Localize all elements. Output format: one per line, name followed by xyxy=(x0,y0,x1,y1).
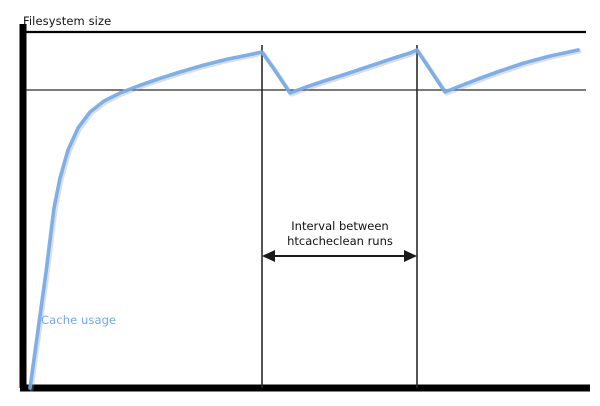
interval-label-line-1: Interval between xyxy=(291,219,389,233)
interval-arrow-head-right xyxy=(404,250,417,262)
interval-label-line-2: htcacheclean runs xyxy=(287,234,393,248)
cache-usage-label: Cache usage xyxy=(41,313,117,327)
cache-usage-curve xyxy=(28,48,580,390)
interval-arrow-group xyxy=(262,250,417,262)
filesystem-size-label: Filesystem size xyxy=(23,14,112,28)
interval-annotation-label: Interval between htcacheclean runs xyxy=(265,219,415,249)
interval-arrow-head-left xyxy=(262,250,275,262)
